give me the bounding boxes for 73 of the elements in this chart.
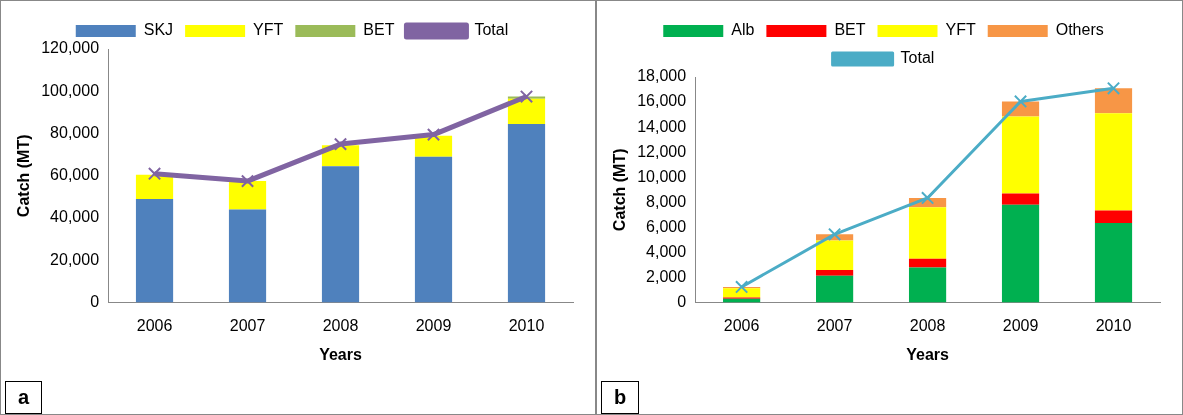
- x-tick-label: 2010: [508, 316, 545, 334]
- point: [240, 174, 255, 188]
- y-tick-label: 120,000: [41, 39, 100, 57]
- legend-label: BET: [363, 21, 395, 39]
- point: [147, 167, 162, 181]
- y-tick-label: 14,000: [637, 117, 687, 135]
- bar: [228, 181, 267, 210]
- y-tick-label: 0: [677, 293, 687, 311]
- y-tick-label: 40,000: [50, 208, 100, 226]
- bar: [135, 174, 174, 200]
- bar: [908, 258, 947, 268]
- y-tick-label: 12,000: [637, 142, 687, 160]
- y-tick-label: 20,000: [50, 250, 100, 268]
- text: b: [601, 381, 640, 414]
- bar: [816, 240, 854, 271]
- bar: [1094, 88, 1133, 114]
- bar: [1094, 210, 1133, 224]
- x-axis-title: Years: [319, 345, 362, 363]
- legend-label: BET: [834, 21, 866, 39]
- y-tick-label: 60,000: [50, 166, 100, 184]
- y-tick-label: 0: [90, 293, 100, 311]
- y-tick-label: 6,000: [646, 217, 687, 235]
- point: [920, 191, 935, 205]
- bar: [507, 124, 546, 303]
- x-tick-label: 2006: [136, 316, 173, 334]
- bar: [816, 270, 854, 276]
- bar: [1001, 116, 1040, 194]
- bar: [414, 135, 453, 157]
- y-tick-label: 2,000: [646, 267, 687, 285]
- x-tick-label: 2007: [229, 316, 266, 334]
- legend-label: YFT: [945, 21, 976, 39]
- x-tick-label: 2010: [1095, 316, 1132, 334]
- point: [734, 280, 749, 294]
- bar: [908, 207, 947, 259]
- point: [333, 137, 348, 151]
- bar: [816, 275, 854, 303]
- point: [519, 89, 534, 104]
- y-axis-title: Catch (MT): [15, 134, 33, 218]
- bar: [1094, 223, 1133, 303]
- x-tick-label: 2008: [909, 316, 946, 334]
- bar: [1001, 204, 1040, 303]
- x-tick-label: 2009: [415, 316, 452, 334]
- legend-label: SKJ: [143, 21, 174, 39]
- bar: [723, 288, 761, 298]
- bar: [414, 156, 453, 303]
- bar: [228, 209, 267, 303]
- x-tick-label: 2007: [816, 316, 853, 334]
- y-tick-label: 8,000: [646, 192, 687, 210]
- bar: [1094, 113, 1133, 211]
- y-tick-label: 16,000: [637, 92, 687, 110]
- bar: [135, 199, 174, 303]
- y-tick-label: 4,000: [646, 242, 687, 260]
- point: [1106, 81, 1121, 95]
- point: [827, 227, 842, 241]
- x-tick-label: 2008: [322, 316, 359, 334]
- y-tick-label: 18,000: [637, 67, 687, 85]
- y-tick-label: 80,000: [50, 123, 100, 141]
- legend-label: Total: [900, 49, 935, 67]
- bar: [321, 166, 360, 303]
- x-tick-label: 2006: [723, 316, 760, 334]
- x-axis-title: Years: [906, 345, 950, 363]
- legend-label: Others: [1055, 21, 1104, 39]
- x-tick-label: 2009: [1002, 316, 1039, 334]
- y-tick-label: 100,000: [41, 81, 100, 99]
- y-tick-label: 10,000: [637, 167, 687, 185]
- text: a: [5, 381, 43, 414]
- legend-label: YFT: [253, 21, 284, 39]
- legend-label: Alb: [731, 21, 755, 39]
- point: [426, 127, 441, 142]
- legend-label: Total: [474, 21, 509, 39]
- bar: [1001, 193, 1040, 205]
- bar: [908, 267, 947, 303]
- y-axis-title: Catch (MT): [611, 148, 629, 232]
